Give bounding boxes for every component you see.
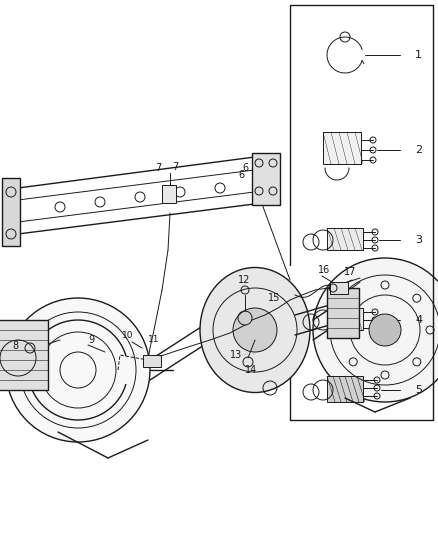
Text: 12: 12 — [238, 275, 251, 285]
Text: 7: 7 — [172, 162, 178, 172]
Text: 6: 6 — [242, 163, 248, 173]
Circle shape — [369, 314, 401, 346]
Text: 14: 14 — [245, 365, 257, 375]
Text: 1: 1 — [415, 50, 422, 60]
Circle shape — [313, 258, 438, 402]
Text: 13: 13 — [230, 350, 242, 360]
Text: 8: 8 — [12, 341, 18, 351]
Text: 7: 7 — [155, 163, 161, 173]
Text: 10: 10 — [122, 332, 134, 341]
Bar — [143, 355, 161, 367]
Text: 4: 4 — [415, 315, 422, 325]
Circle shape — [233, 308, 277, 352]
Text: 15: 15 — [268, 293, 280, 303]
Bar — [323, 132, 361, 164]
Ellipse shape — [200, 268, 310, 392]
Text: 6: 6 — [238, 170, 244, 180]
Bar — [327, 288, 359, 338]
Bar — [327, 376, 363, 402]
Text: 5: 5 — [415, 385, 422, 395]
Text: 2: 2 — [415, 145, 422, 155]
Bar — [327, 308, 363, 330]
Text: 17: 17 — [344, 267, 357, 277]
Text: 16: 16 — [318, 265, 330, 275]
Bar — [2, 178, 20, 246]
Bar — [0, 320, 48, 390]
Text: 3: 3 — [415, 235, 422, 245]
Text: 11: 11 — [148, 335, 159, 344]
Circle shape — [6, 298, 150, 442]
Bar — [162, 185, 176, 203]
Text: 9: 9 — [88, 335, 94, 345]
Bar — [327, 228, 363, 250]
Bar — [252, 153, 280, 205]
Bar — [330, 282, 348, 294]
